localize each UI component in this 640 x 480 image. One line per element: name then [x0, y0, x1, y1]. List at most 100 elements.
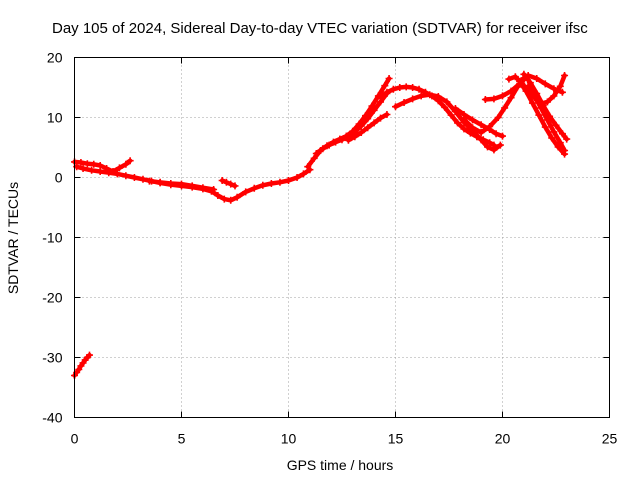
- data-point-marker: [389, 85, 397, 93]
- data-point-marker: [370, 119, 378, 127]
- x-tick-label: 15: [388, 431, 404, 447]
- data-point-marker: [139, 175, 147, 183]
- data-point-marker: [83, 160, 91, 168]
- data-point-marker: [556, 139, 564, 147]
- data-point-marker: [96, 162, 104, 169]
- data-point-marker: [364, 115, 372, 123]
- data-point-marker: [75, 366, 83, 373]
- data-point-marker: [528, 99, 536, 107]
- data-point-marker: [533, 75, 541, 82]
- series-arc-c: [145, 177, 218, 193]
- x-axis-ticks: 0 5 10 15 20 25: [71, 57, 618, 447]
- data-point-marker: [199, 184, 207, 192]
- data-point-marker: [310, 154, 318, 162]
- data-point-marker: [79, 165, 87, 172]
- data-point-marker: [552, 121, 560, 129]
- series-line: [219, 178, 238, 189]
- data-point-marker: [233, 193, 241, 201]
- data-point-marker: [543, 116, 551, 124]
- data-point-marker: [231, 182, 239, 190]
- data-point-marker: [130, 174, 138, 181]
- data-point-marker: [477, 136, 485, 144]
- chart-title: Day 105 of 2024, Sidereal Day-to-day VTE…: [52, 20, 588, 37]
- y-tick-label: 0: [55, 170, 63, 186]
- data-point-marker: [90, 160, 98, 168]
- data-point-marker: [486, 123, 494, 130]
- data-point-marker: [550, 92, 558, 100]
- y-tick-label: -20: [42, 290, 62, 306]
- x-tick-label: 0: [71, 431, 79, 447]
- x-tick-label: 25: [602, 431, 618, 447]
- data-point-marker: [156, 178, 164, 186]
- data-point-marker: [522, 87, 530, 95]
- data-point-marker: [113, 170, 121, 178]
- data-point-marker: [469, 124, 477, 132]
- data-point-marker: [126, 157, 134, 165]
- data-point-marker: [285, 177, 292, 184]
- data-point-marker: [558, 130, 566, 138]
- data-point-marker: [499, 92, 506, 100]
- data-point-marker: [385, 75, 393, 82]
- data-point-marker: [383, 111, 391, 118]
- data-point-marker: [370, 106, 378, 114]
- series-line: [483, 73, 565, 102]
- series-arc-d: [218, 177, 239, 190]
- data-point-marker: [319, 145, 327, 153]
- series-arc-o: [520, 70, 571, 143]
- data-point-marker: [325, 141, 333, 149]
- data-point-marker: [220, 195, 228, 203]
- data-point-marker: [501, 104, 509, 112]
- data-point-marker: [167, 180, 175, 187]
- data-point-marker: [454, 119, 462, 127]
- data-point-marker: [242, 188, 250, 196]
- data-point-marker: [520, 70, 528, 78]
- data-point-marker: [526, 79, 534, 87]
- data-point-marker: [511, 73, 519, 81]
- data-point-marker: [496, 141, 504, 149]
- x-axis-title: GPS time / hours: [287, 457, 394, 473]
- series-arc-g: [344, 111, 391, 144]
- grid-lines: [74, 57, 610, 418]
- data-point-marker: [543, 98, 551, 106]
- x-tick-label: 20: [495, 431, 511, 447]
- data-point-marker: [434, 93, 442, 100]
- data-point-marker: [276, 178, 284, 186]
- data-point-marker: [558, 88, 566, 96]
- data-point-marker: [344, 136, 352, 144]
- data-point-marker: [561, 147, 569, 154]
- data-point-marker: [218, 177, 226, 184]
- data-point-marker: [481, 96, 489, 103]
- data-point-marker: [188, 182, 196, 190]
- data-point-marker: [402, 83, 410, 91]
- data-point-marker: [122, 172, 130, 180]
- y-tick-label: -40: [42, 410, 62, 426]
- data-point-marker: [541, 123, 549, 131]
- data-point-marker: [409, 84, 417, 91]
- data-point-marker: [312, 150, 320, 157]
- data-point-marker: [293, 174, 301, 181]
- data-point-marker: [250, 184, 258, 192]
- series-early-arc: [71, 351, 93, 379]
- data-point-marker: [451, 105, 459, 112]
- data-point-marker: [531, 93, 539, 100]
- y-tick-label: 20: [47, 50, 63, 66]
- y-tick-label: -30: [42, 350, 62, 366]
- data-point-marker: [486, 139, 494, 147]
- series-line: [74, 164, 313, 203]
- data-point-marker: [299, 170, 307, 178]
- series-arc-n: [516, 78, 569, 158]
- data-point-marker: [377, 114, 385, 122]
- series-line: [521, 72, 569, 142]
- data-point-marker: [351, 133, 359, 141]
- data-point-marker: [332, 138, 340, 146]
- data-point-marker: [537, 104, 545, 112]
- y-tick-label: 10: [47, 110, 63, 126]
- data-point-marker: [426, 91, 434, 99]
- data-point-marker: [267, 180, 275, 187]
- data-point-marker: [477, 121, 485, 129]
- data-point-marker: [85, 351, 93, 359]
- data-point-marker: [484, 143, 492, 151]
- data-point-marker: [447, 111, 455, 119]
- data-point-marker: [409, 95, 417, 103]
- data-point-marker: [214, 192, 222, 199]
